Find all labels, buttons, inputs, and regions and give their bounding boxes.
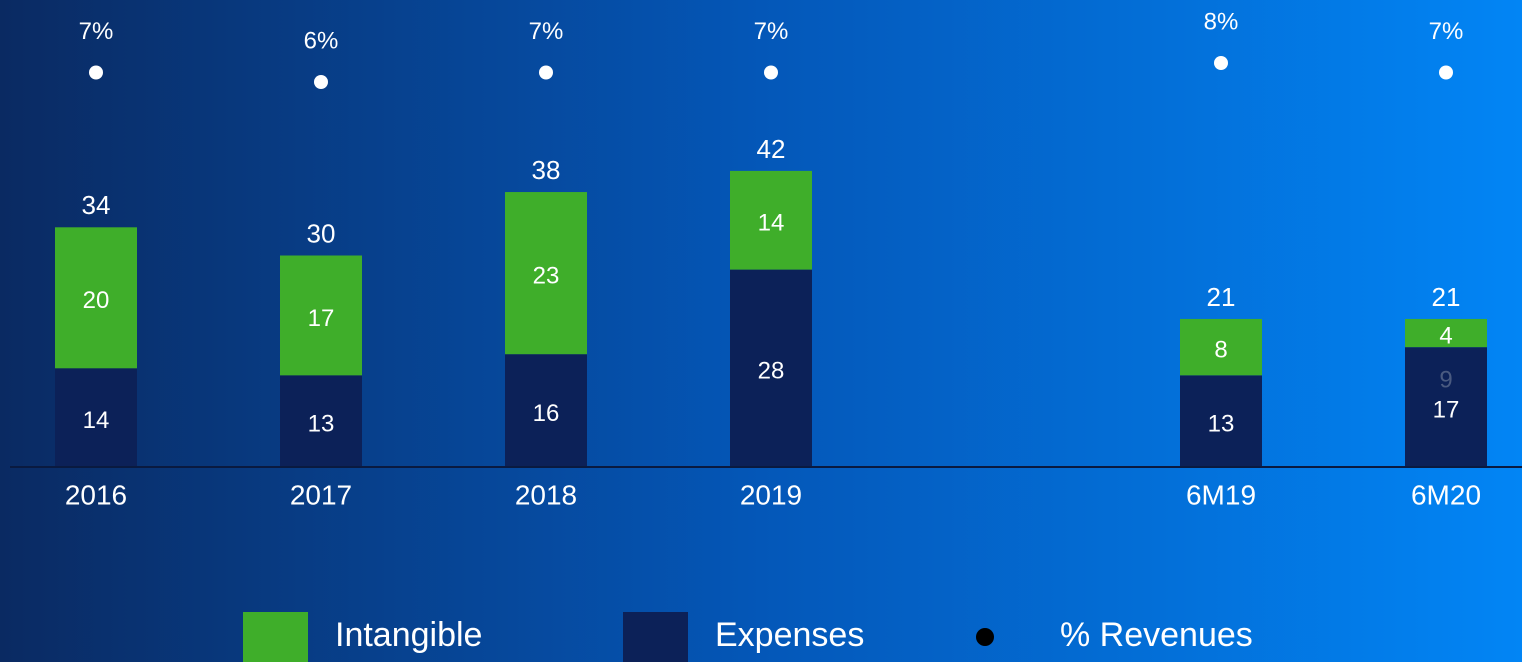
- bar-segment: [55, 368, 137, 467]
- revenue-dot: [539, 65, 553, 80]
- x-tick-label: 6M20: [1411, 479, 1481, 510]
- segment-label: 17: [1433, 396, 1460, 423]
- revenue-dot: [1214, 56, 1228, 70]
- revenue-label: 6%: [304, 27, 339, 54]
- bar-segment: [280, 255, 362, 376]
- segment-label: 16: [533, 400, 560, 427]
- segment-label: 4: [1439, 322, 1452, 349]
- segment-label: 14: [758, 210, 785, 237]
- bar-segment: [55, 227, 137, 369]
- segment-label: 8: [1214, 336, 1227, 363]
- x-tick-label: 2017: [290, 479, 352, 510]
- revenue-label: 7%: [79, 18, 114, 45]
- bar-segment: [280, 375, 362, 467]
- segment-label: 20: [83, 287, 110, 314]
- revenue-label: 8%: [1204, 8, 1239, 35]
- x-tick-label: 6M19: [1186, 479, 1256, 510]
- x-tick-label: 2016: [65, 479, 127, 510]
- revenue-label: 7%: [1429, 18, 1464, 45]
- legend-label: % Revenues: [1060, 616, 1253, 654]
- legend-label: Intangible: [335, 616, 482, 654]
- total-label: 38: [532, 155, 561, 185]
- legend-swatch: [623, 612, 688, 662]
- revenue-label: 7%: [529, 18, 564, 45]
- bar-segment: [505, 192, 587, 355]
- total-label: 42: [757, 134, 786, 164]
- total-label: 34: [82, 190, 111, 220]
- bar-segment: [505, 354, 587, 467]
- plot-area: 2016142034201713173020181623382019281442…: [55, 8, 1487, 510]
- bar-segment: [1405, 347, 1487, 467]
- bar-segment: [1180, 318, 1262, 376]
- annotation: 9: [1439, 366, 1452, 393]
- bar-segment: [730, 170, 812, 270]
- bar-segment: [730, 269, 812, 467]
- segment-label: 13: [308, 411, 335, 438]
- segment-label: 23: [533, 262, 560, 289]
- revenue-dot: [314, 75, 328, 89]
- legend-label: Expenses: [715, 616, 864, 654]
- total-label: 21: [1432, 282, 1461, 312]
- total-label: 21: [1207, 282, 1236, 312]
- segment-label: 17: [308, 305, 335, 332]
- legend-dot: [976, 628, 994, 646]
- segment-label: 14: [83, 407, 110, 434]
- revenue-label: 7%: [754, 18, 789, 45]
- revenue-dot: [764, 65, 778, 80]
- x-tick-label: 2018: [515, 479, 577, 510]
- revenue-dot: [1439, 65, 1453, 80]
- total-label: 30: [307, 218, 336, 248]
- x-tick-label: 2019: [740, 479, 802, 510]
- legend: Intangible Expenses % Revenues: [243, 612, 1253, 662]
- bar-segment: [1405, 318, 1487, 348]
- segment-label: 13: [1208, 411, 1235, 438]
- legend-swatch: [243, 612, 308, 662]
- bar-segment: [1180, 375, 1262, 467]
- segment-label: 28: [758, 358, 785, 385]
- revenue-dot: [89, 65, 103, 80]
